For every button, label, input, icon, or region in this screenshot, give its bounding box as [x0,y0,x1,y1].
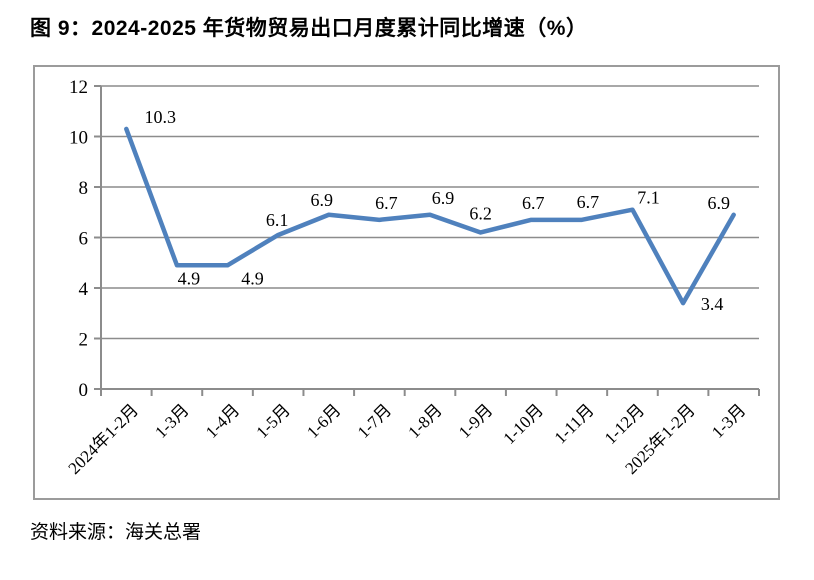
x-tick-label: 1-3月 [151,400,192,441]
x-tick-label: 1-7月 [354,400,395,441]
y-tick-label: 6 [79,229,89,250]
source-note: 资料来源：海关总署 [30,522,202,543]
x-tick-label: 1-8月 [404,400,445,441]
y-tick-label: 2 [79,330,89,351]
x-tick-label: 1-3月 [708,400,749,441]
data-label: 7.1 [637,188,660,208]
data-label: 10.3 [145,107,177,127]
y-tick-label: 8 [79,178,89,199]
data-label: 6.9 [707,193,730,213]
x-tick-label: 1-5月 [252,400,293,441]
chart-frame: 0 2 4 6 8 10 12 2024年1-2月 1-3月 1-4月 1-5月 1-6月 1-7月 1-… [33,65,780,500]
data-label: 6.7 [522,193,545,213]
x-tick-label: 2024年1-2月 [65,400,143,478]
data-label: 6.9 [432,188,455,208]
data-label: 6.2 [469,203,492,223]
y-tick-label: 4 [79,279,89,300]
x-tick-label: 1-10月 [500,400,547,447]
y-tick-label: 10 [69,128,88,149]
x-tick-label: 1-4月 [202,400,243,441]
series-line [124,126,736,306]
data-label: 6.7 [375,193,398,213]
data-label: 4.9 [241,268,263,288]
data-label: 6.7 [577,192,600,212]
y-tick-label: 12 [69,77,88,98]
data-label: 6.9 [311,190,334,210]
y-tick-label: 0 [79,380,89,401]
x-tick-label: 1-6月 [303,400,344,441]
x-tick-label: 1-9月 [455,400,496,441]
data-label: 3.4 [701,294,724,314]
data-label: 6.1 [266,210,289,230]
x-tick-label: 1-12月 [601,400,648,447]
data-label: 4.9 [178,268,201,288]
figure-title: 图 9：2024-2025 年货物贸易出口月度累计同比增速（%） [30,17,588,40]
x-tick-label: 1-11月 [551,400,598,447]
